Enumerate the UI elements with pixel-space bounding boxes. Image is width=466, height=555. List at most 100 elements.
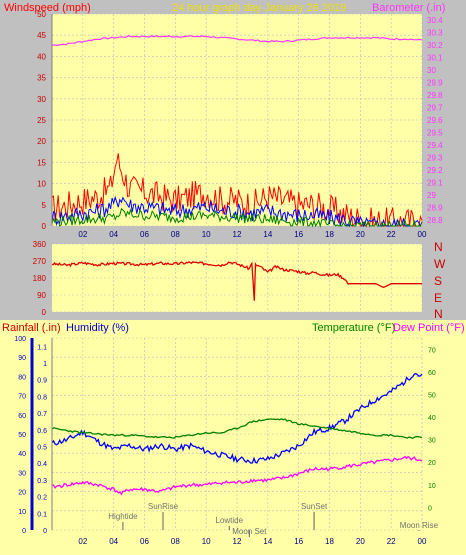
x-tick-label: 12 bbox=[233, 537, 242, 546]
humidity-tick-label: 70 bbox=[18, 394, 26, 401]
y-tick-label: 40 bbox=[37, 52, 46, 61]
temp-tick-label: 0 bbox=[428, 505, 432, 512]
y-tick-label: 90 bbox=[37, 291, 46, 300]
x-tick-label: 00 bbox=[418, 230, 427, 239]
y2-tick-label: 30.3 bbox=[427, 29, 443, 38]
humidity-tick-label: 100 bbox=[14, 336, 26, 343]
compass-label-w: W bbox=[434, 257, 446, 271]
x-tick-label: 06 bbox=[140, 537, 149, 546]
temp-tick-label: 30 bbox=[428, 438, 436, 445]
rain-tick-label: 0.7 bbox=[37, 411, 47, 418]
y2-tick-label: 29.5 bbox=[427, 128, 443, 137]
humidity-tick-label: 0 bbox=[22, 528, 26, 535]
event-label: Hightide bbox=[108, 512, 138, 521]
temp-tick-label: 10 bbox=[428, 483, 436, 490]
x-tick-label: 00 bbox=[418, 537, 427, 546]
humidity-tick-label: 40 bbox=[18, 451, 26, 458]
series-line-windspeed-gust bbox=[51, 153, 423, 228]
temp-tick-label: 70 bbox=[428, 347, 436, 354]
y-tick-label: 0 bbox=[42, 308, 47, 317]
compass-label-e: E bbox=[434, 291, 442, 305]
humidity-tick-label: 80 bbox=[18, 374, 26, 381]
y-tick-label: 30 bbox=[37, 95, 46, 104]
series-line-windspeed-average bbox=[51, 195, 423, 228]
y-tick-label: 5 bbox=[42, 201, 47, 210]
humidity-tick-label: 60 bbox=[18, 413, 26, 420]
rain-tick-label: 0.9 bbox=[37, 378, 47, 385]
y-tick-label: 270 bbox=[33, 257, 47, 266]
x-tick-label: 18 bbox=[325, 230, 334, 239]
event-label: Moon Rise bbox=[400, 521, 439, 530]
x-tick-label: 08 bbox=[171, 537, 180, 546]
rain-tick-label: 0.3 bbox=[37, 478, 47, 485]
x-tick-label: 14 bbox=[263, 537, 272, 546]
x-tick-label: 08 bbox=[171, 230, 180, 239]
compass-label-s: S bbox=[434, 274, 442, 288]
x-tick-label: 12 bbox=[233, 230, 242, 239]
rain-tick-label: 1.1 bbox=[37, 344, 47, 351]
event-label: Moon Set bbox=[232, 527, 267, 536]
series-line-wind-direction bbox=[51, 261, 422, 301]
y2-tick-label: 29.8 bbox=[427, 91, 443, 100]
y2-tick-label: 30 bbox=[427, 66, 436, 75]
rain-tick-label: 0 bbox=[43, 528, 47, 535]
event-label: SunRise bbox=[148, 502, 179, 511]
humidity-tick-label: 30 bbox=[18, 470, 26, 477]
y2-tick-label: 30.4 bbox=[427, 16, 443, 25]
y-tick-label: 0 bbox=[42, 222, 47, 231]
y2-tick-label: 29.4 bbox=[427, 141, 443, 150]
temp-tick-label: 40 bbox=[428, 415, 436, 422]
rain-tick-label: 0.2 bbox=[37, 495, 47, 502]
barometer-axis-label: Barometer (.in) bbox=[372, 2, 445, 14]
x-tick-label: 02 bbox=[78, 537, 87, 546]
temp-tick-label: 50 bbox=[428, 392, 436, 399]
compass-label-n-top: N bbox=[434, 240, 443, 254]
x-tick-label: 10 bbox=[202, 537, 211, 546]
y2-tick-label: 28.8 bbox=[427, 216, 443, 225]
humidity-axis-label: Humidity (%) bbox=[66, 322, 129, 334]
y2-tick-label: 29.1 bbox=[427, 178, 443, 187]
y-tick-label: 10 bbox=[37, 180, 46, 189]
temp-tick-label: 60 bbox=[428, 370, 436, 377]
x-tick-label: 22 bbox=[387, 537, 396, 546]
x-tick-label: 20 bbox=[356, 230, 365, 239]
x-tick-label: 10 bbox=[202, 230, 211, 239]
series-line-windspeed-low bbox=[51, 207, 423, 228]
y-tick-label: 360 bbox=[33, 240, 47, 249]
y2-tick-label: 29.6 bbox=[427, 116, 443, 125]
temperature-axis-label: Temperature (°F) bbox=[312, 322, 395, 334]
dewpoint-axis-label: Dew Point (°F) bbox=[393, 322, 465, 334]
y-tick-label: 15 bbox=[37, 158, 46, 167]
y2-tick-label: 29.3 bbox=[427, 153, 443, 162]
x-tick-label: 16 bbox=[294, 537, 303, 546]
y2-tick-label: 29.7 bbox=[427, 104, 443, 113]
event-label: Lowtide bbox=[216, 516, 244, 525]
y2-tick-label: 30.2 bbox=[427, 41, 443, 50]
series-line-humidity bbox=[51, 372, 423, 464]
rain-tick-label: 0.8 bbox=[37, 394, 47, 401]
y-tick-label: 180 bbox=[33, 274, 47, 283]
x-tick-label: 06 bbox=[140, 230, 149, 239]
humidity-tick-label: 90 bbox=[18, 355, 26, 362]
series-line-dew-point bbox=[51, 455, 423, 496]
humidity-tick-label: 10 bbox=[18, 509, 26, 516]
y2-tick-label: 29 bbox=[427, 191, 436, 200]
y-tick-label: 25 bbox=[37, 116, 46, 125]
series-line-temperature bbox=[51, 418, 423, 440]
y-tick-label: 20 bbox=[37, 137, 46, 146]
x-tick-label: 14 bbox=[263, 230, 272, 239]
humidity-tick-label: 50 bbox=[18, 432, 26, 439]
rain-tick-label: 1 bbox=[43, 361, 47, 368]
x-tick-label: 22 bbox=[387, 230, 396, 239]
x-tick-label: 18 bbox=[325, 537, 334, 546]
rain-tick-label: 0.6 bbox=[37, 428, 47, 435]
y-tick-label: 50 bbox=[37, 10, 46, 19]
x-tick-label: 20 bbox=[356, 537, 365, 546]
y2-tick-label: 30.1 bbox=[427, 54, 443, 63]
series-line-barometer bbox=[51, 35, 423, 47]
x-tick-label: 16 bbox=[294, 230, 303, 239]
rainfall-axis-label: Rainfall (.in) bbox=[2, 322, 61, 334]
temp-tick-label: 20 bbox=[428, 460, 436, 467]
windspeed-axis-label: Windspeed (mph) bbox=[4, 2, 91, 14]
